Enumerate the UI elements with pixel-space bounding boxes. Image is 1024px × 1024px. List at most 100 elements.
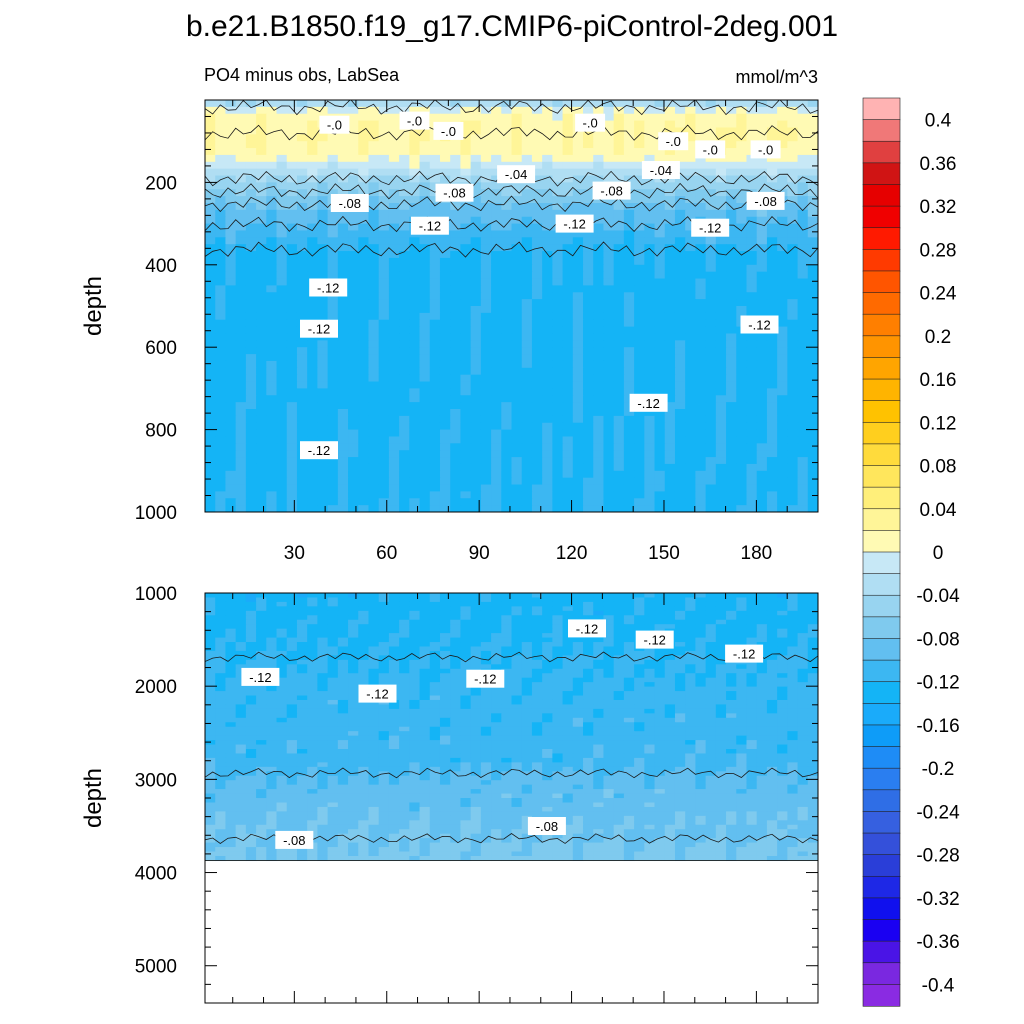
upper-field-cell	[685, 299, 696, 307]
upper-field-cell	[766, 161, 778, 170]
upper-field-cell	[439, 278, 451, 286]
upper-field-cell	[225, 237, 237, 245]
upper-field-cell	[235, 292, 247, 300]
upper-field-cell	[439, 285, 451, 293]
upper-field-cell	[787, 106, 799, 115]
upper-field-cell	[797, 470, 809, 479]
upper-field-cell	[726, 402, 737, 410]
upper-field-cell	[531, 463, 543, 472]
upper-field-cell	[695, 237, 707, 245]
upper-field-cell	[807, 278, 818, 286]
upper-field-cell	[715, 196, 727, 204]
upper-field-cell	[399, 148, 410, 156]
lower-field-cell	[348, 633, 359, 639]
upper-field-cell	[337, 209, 349, 218]
upper-field-cell	[296, 209, 308, 218]
upper-field-cell	[756, 278, 768, 286]
upper-field-cell	[296, 429, 308, 438]
upper-field-cell	[276, 244, 288, 252]
upper-field-cell	[511, 209, 523, 218]
upper-field-cell	[439, 463, 451, 472]
upper-field-cell	[664, 257, 676, 266]
upper-field-cell	[337, 463, 349, 472]
lower-field-cell	[317, 655, 329, 661]
upper-field-cell	[664, 450, 676, 458]
upper-field-cell	[685, 189, 696, 197]
upper-field-cell	[439, 209, 451, 218]
upper-field-cell	[531, 237, 543, 245]
upper-field-cell	[276, 415, 288, 424]
upper-field-cell	[787, 319, 799, 328]
upper-field-cell	[480, 189, 492, 197]
upper-field-cell	[756, 209, 768, 218]
upper-field-cell	[286, 463, 298, 472]
lower-field-cell	[235, 659, 247, 665]
upper-field-cell	[807, 175, 818, 183]
lower-field-cell	[695, 673, 707, 679]
upper-field-cell	[491, 395, 502, 403]
upper-field-cell	[542, 415, 553, 424]
upper-field-cell	[511, 141, 523, 149]
upper-field-cell	[756, 422, 768, 431]
upper-field-cell	[695, 409, 707, 417]
lower-field-cell	[419, 624, 431, 630]
upper-field-cell	[705, 326, 717, 335]
upper-field-cell	[450, 203, 462, 211]
lower-field-cell	[429, 601, 441, 607]
lower-field-cell	[501, 606, 513, 612]
upper-field-cell	[450, 367, 462, 376]
upper-field-cell	[664, 175, 676, 183]
upper-field-cell	[807, 374, 818, 383]
upper-field-cell	[531, 388, 543, 396]
upper-field-cell	[358, 312, 370, 321]
lower-field-cell	[634, 615, 645, 621]
upper-field-cell	[225, 367, 237, 376]
upper-field-cell	[674, 409, 686, 417]
lower-field-cell	[205, 628, 216, 634]
upper-field-cell	[480, 436, 492, 444]
lower-field-cell	[470, 593, 482, 599]
upper-field-cell	[215, 113, 227, 122]
lower-field-cell	[337, 646, 349, 652]
upper-field-cell	[797, 292, 809, 300]
upper-field-cell	[266, 257, 278, 266]
upper-field-cell	[542, 333, 553, 341]
lower-field-cell	[327, 637, 339, 643]
upper-field-cell	[623, 491, 635, 499]
lower-field-cell	[766, 628, 778, 634]
upper-field-cell	[399, 402, 410, 410]
upper-field-cell	[552, 189, 564, 197]
lower-field-cell	[205, 597, 216, 603]
upper-field-cell	[439, 484, 451, 492]
upper-field-cell	[552, 168, 564, 177]
lower-field-cell	[317, 668, 329, 674]
upper-field-cell	[215, 443, 227, 451]
lower-field-cell	[542, 637, 553, 643]
lower-field-cell	[378, 606, 390, 612]
upper-field-cell	[623, 106, 635, 115]
upper-field-cell	[695, 189, 707, 197]
upper-field-cell	[613, 230, 625, 238]
upper-field-cell	[777, 168, 788, 177]
upper-field-cell	[480, 196, 492, 204]
lower-field-cell	[654, 615, 666, 621]
upper-field-cell	[797, 374, 809, 383]
upper-field-cell	[266, 120, 278, 129]
upper-field-cell	[348, 470, 359, 479]
upper-field-cell	[256, 360, 267, 369]
upper-field-cell	[419, 299, 431, 307]
upper-field-cell	[235, 161, 247, 170]
upper-field-cell	[695, 161, 707, 170]
upper-field-cell	[429, 395, 441, 403]
upper-field-cell	[583, 409, 594, 417]
lower-field-cell	[736, 673, 748, 679]
upper-field-cell	[245, 450, 257, 458]
upper-field-cell	[337, 189, 349, 197]
lower-field-cell	[726, 633, 737, 639]
lower-field-cell	[613, 659, 625, 665]
upper-field-cell	[399, 326, 410, 335]
upper-field-cell	[746, 299, 758, 307]
upper-field-cell	[654, 264, 666, 273]
upper-field-cell	[613, 484, 625, 492]
lower-field-cell	[531, 624, 543, 630]
